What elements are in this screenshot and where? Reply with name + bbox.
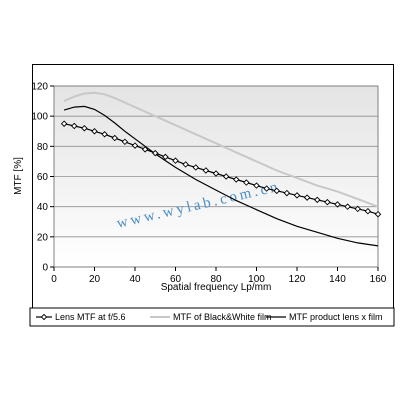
series-point bbox=[324, 198, 331, 206]
y-tick-label: 80 bbox=[37, 142, 49, 153]
series-point bbox=[212, 170, 220, 177]
x-tick-label: 140 bbox=[329, 274, 346, 285]
x-tick-label: 80 bbox=[210, 274, 222, 285]
series-point bbox=[111, 134, 118, 142]
series-line-2 bbox=[63, 105, 379, 247]
x-tick-label: 100 bbox=[248, 274, 265, 285]
series-point bbox=[293, 192, 301, 199]
legend: Lens MTF at f/5.6 MTF of Black&White film… bbox=[36, 312, 383, 322]
series-point bbox=[354, 205, 361, 213]
series-point bbox=[202, 167, 210, 174]
series-point bbox=[243, 179, 250, 186]
x-tick-label: 0 bbox=[51, 274, 57, 285]
series-point bbox=[172, 157, 179, 164]
y-tick-label: 100 bbox=[31, 112, 48, 123]
x-tick-label: 20 bbox=[89, 274, 101, 285]
series-point bbox=[344, 203, 351, 210]
series-point bbox=[152, 149, 159, 157]
legend-label: MTF product lens x film bbox=[289, 312, 383, 322]
series-point bbox=[81, 124, 88, 132]
series-layer bbox=[60, 91, 382, 247]
series-point bbox=[131, 142, 139, 149]
x-axis-title: Spatial frequency Lp/mm bbox=[161, 282, 272, 293]
series-point bbox=[253, 182, 260, 189]
series-point bbox=[273, 187, 280, 195]
y-axis-ticks: 0 20 40 60 80 100 120 bbox=[31, 82, 54, 274]
series-point bbox=[192, 164, 199, 171]
series-point bbox=[233, 176, 240, 183]
legend-label: Lens MTF at f/5.6 bbox=[55, 312, 126, 322]
series-point bbox=[121, 138, 129, 146]
gridlines bbox=[54, 115, 378, 238]
legend-box bbox=[29, 307, 395, 327]
series-point bbox=[222, 173, 230, 180]
legend-label: MTF of Black&White film bbox=[173, 312, 272, 322]
y-tick-label: 40 bbox=[37, 202, 49, 213]
series-point bbox=[71, 122, 78, 130]
x-tick-label: 40 bbox=[129, 274, 141, 285]
series-point bbox=[303, 194, 311, 201]
series-point bbox=[141, 146, 149, 153]
series-point bbox=[91, 128, 98, 135]
series-point bbox=[162, 153, 169, 161]
y-axis-title: MTF [%] bbox=[13, 157, 24, 195]
series-point bbox=[374, 210, 382, 218]
y-tick-label: 60 bbox=[37, 172, 49, 183]
series-point bbox=[101, 131, 108, 138]
series-point bbox=[60, 120, 68, 127]
y-tick-label: 120 bbox=[31, 82, 48, 93]
series-point bbox=[263, 185, 270, 192]
series-line-1 bbox=[63, 91, 379, 208]
legend-marker bbox=[40, 313, 48, 321]
y-tick-label: 0 bbox=[42, 263, 48, 274]
series-point bbox=[283, 189, 291, 197]
y-tick-label: 20 bbox=[37, 232, 49, 243]
series-point bbox=[364, 207, 372, 215]
x-tick-label: 60 bbox=[170, 274, 182, 285]
x-tick-label: 160 bbox=[370, 274, 387, 285]
x-axis-ticks: 0 20 40 60 80 100 120 140 160 bbox=[51, 267, 387, 285]
x-tick-label: 120 bbox=[289, 274, 306, 285]
series-point bbox=[334, 201, 341, 208]
series-point bbox=[182, 161, 189, 168]
series-point bbox=[314, 196, 321, 204]
